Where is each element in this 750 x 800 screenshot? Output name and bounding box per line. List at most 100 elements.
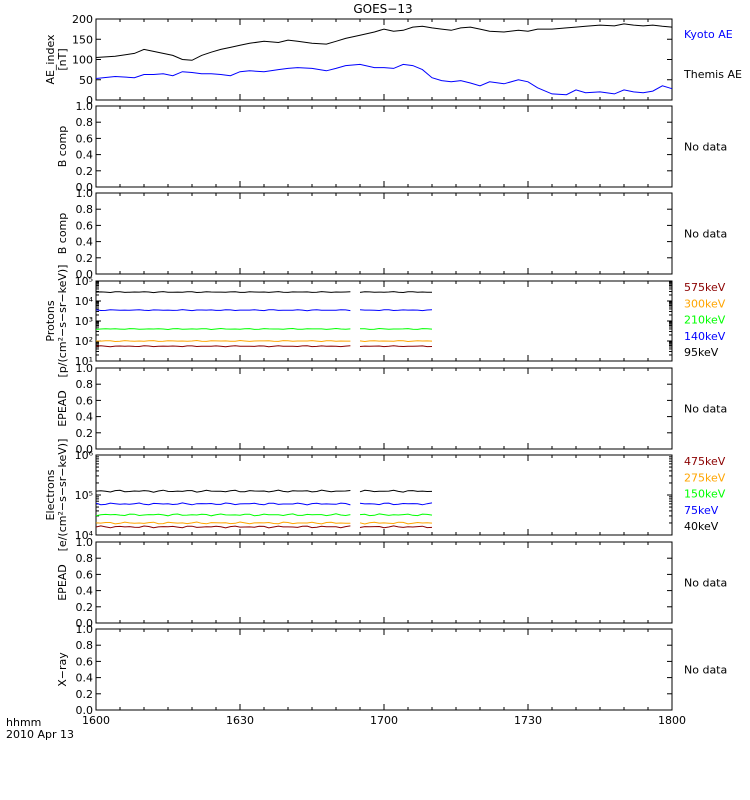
chart-title: GOES−13 [353, 2, 412, 16]
ytick-label: 10⁵ [75, 489, 93, 502]
no-data-label: No data [684, 664, 727, 677]
series-line-themis-ae [95, 23, 673, 61]
series-line-475keV [95, 525, 351, 529]
ytick-label: 0.2 [76, 427, 94, 440]
series-line-140keV [95, 309, 351, 312]
no-data-label: No data [684, 228, 727, 241]
ytick-label: 0.2 [76, 601, 94, 614]
ytick-label: 0.0 [76, 704, 94, 717]
ytick-label: 1.0 [76, 187, 94, 200]
series-line-75keV [95, 502, 351, 506]
ytick-label: 10² [75, 335, 93, 348]
panel-stack: 0 50 100 150 200 AE_index [nT] Kyoto AE Themis A… [44, 13, 742, 727]
legend-entry: 140keV [684, 330, 726, 343]
ytick-label: 0.4 [76, 149, 94, 162]
time-axis-label: hhmm [6, 716, 41, 729]
ytick-label: 1.0 [76, 362, 94, 375]
ytick-label: 0.8 [76, 203, 94, 216]
ytick-label: 0.0 [76, 268, 94, 281]
xtick-label: 1700 [370, 714, 398, 727]
series-line-150keV [95, 513, 351, 517]
series-line-575keV [359, 345, 433, 348]
y-axis-label: Electrons [44, 469, 57, 520]
legend-entry: Kyoto AE [684, 28, 733, 41]
series-line-475keV [359, 525, 433, 529]
no-data-label: No data [684, 403, 727, 416]
ytick-label: 0.0 [76, 181, 94, 194]
legend-entry: Themis AE [683, 68, 742, 81]
ytick-label: 0.8 [76, 552, 94, 565]
ytick-label: 50 [79, 74, 93, 87]
legend-entry: 40keV [684, 520, 719, 533]
series-line-95keV [95, 291, 351, 294]
panel-frame-6 [95, 541, 673, 624]
legend-entry: 210keV [684, 314, 726, 327]
series-line-210keV [359, 327, 433, 330]
no-data-label: No data [684, 141, 727, 154]
ytick-label: 0.4 [76, 411, 94, 424]
legend-entry: 275keV [684, 471, 726, 484]
series-line-275keV [95, 521, 351, 525]
ytick-label: 10⁶ [75, 449, 94, 462]
series-line-300keV [359, 340, 433, 343]
ytick-label: 0.6 [76, 132, 94, 145]
series-line-150keV [359, 513, 433, 517]
ytick-label: 100 [72, 54, 93, 67]
y-axis-label: EPEAD [56, 564, 69, 601]
date-label: 2010 Apr 13 [6, 728, 74, 741]
series-line-575keV [95, 345, 351, 348]
panel-frame-1 [95, 105, 673, 188]
legend-entry: 575keV [684, 281, 726, 294]
series-line-275keV [359, 521, 433, 525]
ytick-label: 0.8 [76, 639, 94, 652]
series-line-kyoto-ae [95, 63, 673, 96]
y-axis-label: [p/(cm²−s−sr−keV)] [56, 265, 69, 378]
legend-entry: 95keV [684, 346, 719, 359]
ytick-label: 200 [72, 13, 93, 26]
no-data-label: No data [684, 577, 727, 590]
ytick-label: 0.6 [76, 394, 94, 407]
ytick-label: 150 [72, 33, 93, 46]
series-line-75keV [359, 502, 433, 506]
legend-entry: 150keV [684, 488, 726, 501]
series-line-300keV [95, 339, 351, 343]
ytick-label: 0.8 [76, 116, 94, 129]
legend-entry: 475keV [684, 455, 726, 468]
xtick-label: 1630 [226, 714, 254, 727]
panel-frame-7 [95, 628, 673, 711]
ytick-label: 0.4 [76, 672, 94, 685]
ytick-label: 0.6 [76, 219, 94, 232]
ytick-label: 10⁴ [75, 529, 94, 542]
ytick-label: 0.4 [76, 236, 94, 249]
ytick-label: 0.0 [76, 617, 94, 630]
ytick-label: 10⁴ [75, 295, 94, 308]
legend-entry: 300keV [684, 297, 726, 310]
ytick-label: 0.0 [76, 443, 94, 456]
y-axis-label: B comp [56, 213, 69, 255]
ytick-label: 0 [86, 94, 93, 107]
ytick-label: 10⁵ [75, 275, 93, 288]
ytick-label: 0.6 [76, 568, 94, 581]
ytick-label: 0.2 [76, 165, 94, 178]
y-axis-label: [nT] [56, 48, 69, 70]
panel-frame-4 [95, 367, 673, 450]
panel-frame-2 [95, 192, 673, 275]
y-axis-label: X−ray [56, 652, 69, 687]
y-axis-label: [e/(cm²−s−sr−keV)] [56, 439, 69, 552]
ytick-label: 1.0 [76, 536, 94, 549]
panel-frame-3 [95, 280, 673, 362]
y-axis-label: AE_index [44, 34, 57, 85]
xtick-label: 1800 [658, 714, 686, 727]
ytick-label: 1.0 [76, 623, 94, 636]
ytick-label: 0.8 [76, 378, 94, 391]
ytick-label: 1.0 [76, 100, 94, 113]
xtick-label: 1730 [514, 714, 542, 727]
ytick-label: 10³ [75, 315, 93, 328]
series-line-40keV [95, 489, 351, 493]
y-axis-label: B comp [56, 126, 69, 168]
series-line-95keV [359, 291, 432, 294]
series-line-140keV [359, 309, 433, 312]
ytick-label: 0.2 [76, 252, 94, 265]
ytick-label: 10¹ [75, 355, 93, 368]
